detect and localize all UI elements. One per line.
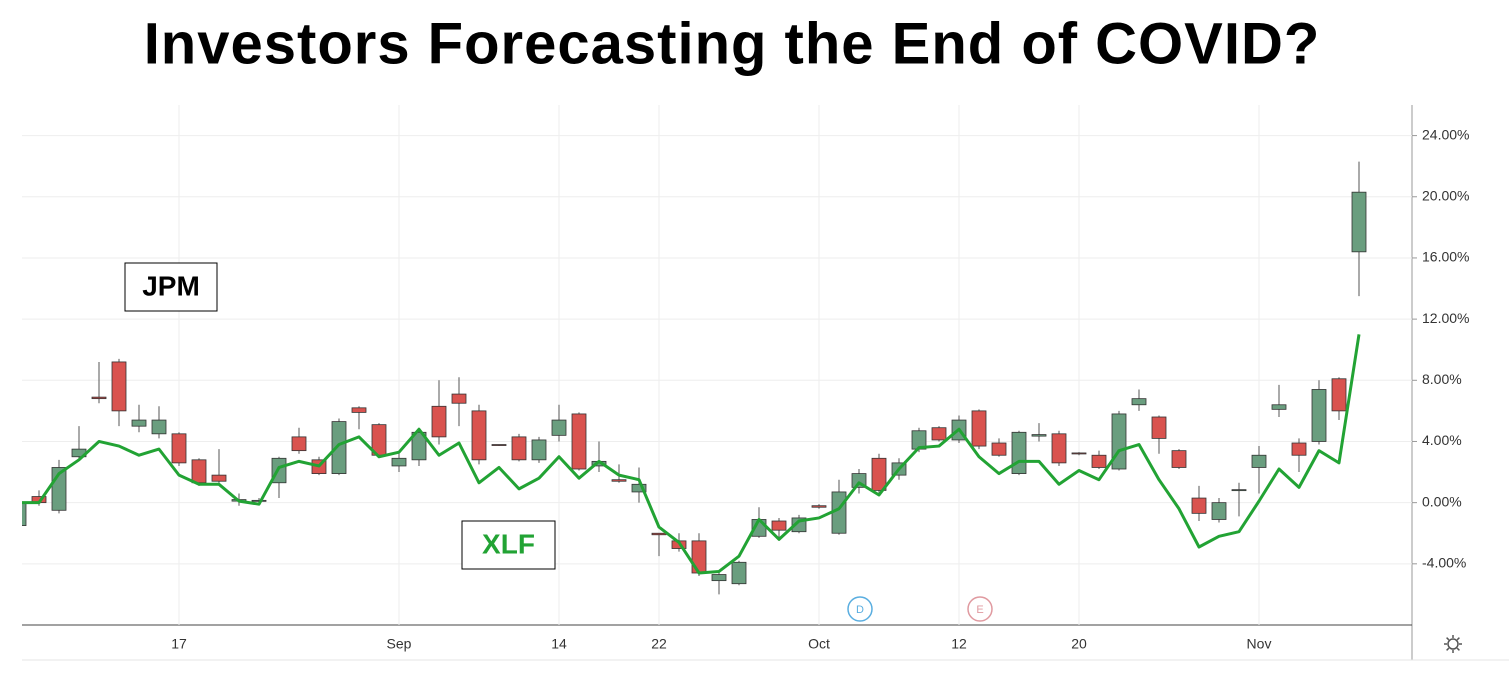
x-tick-label: 20 [1071,636,1087,652]
candle-body [511,436,527,461]
candle-body [1091,454,1107,468]
candle-body [1051,433,1067,464]
candle-body [1331,378,1347,412]
candle-body [731,561,747,585]
x-tick-label: Oct [808,636,830,652]
candle-body [491,444,507,446]
labels: -4.00% 0.00% 4.00% 8.00% 12.00% 16.00% 20.00% 2… [124,126,1469,652]
candle-body [1351,191,1367,253]
candle-body [1311,389,1327,442]
event-marker [847,596,873,622]
x-tick-label: 17 [171,636,187,652]
candle-body [351,407,367,413]
candle-body [411,431,427,461]
candle-body [471,410,487,461]
candle-body [111,361,127,412]
legend-box [461,520,556,570]
x-tick-label: Nov [1247,636,1272,652]
candle-body [1111,413,1127,470]
event-marker [967,596,993,622]
candle-body [151,419,167,435]
event-label: D [856,604,864,616]
legend-label: XLF [482,528,535,559]
chart-title: Investors Forecasting the End of COVID? [144,11,1321,76]
candle-body [91,396,107,400]
candle-body [1251,454,1267,468]
candle-body [22,502,27,526]
candle-body [711,574,727,582]
y-tick-label: 0.00% [1422,493,1462,509]
y-tick-label: -4.00% [1422,555,1466,571]
x-tick-label: 22 [651,636,667,652]
x-tick-label: 12 [951,636,967,652]
candle-body [211,474,227,482]
candle-body [771,520,787,531]
candle-body [571,413,587,470]
candle-body [551,419,567,436]
legend-box [124,262,218,312]
candle-body [131,419,147,427]
y-tick-label: 12.00% [1422,310,1469,326]
candle-body [1011,431,1027,474]
candle-body [1231,489,1247,492]
candle-body [391,457,407,467]
candle-body [1291,442,1307,456]
settings-icon[interactable] [1444,635,1462,653]
legend-label: JPM [142,270,200,301]
candle-body [931,427,947,441]
candle-body [971,410,987,447]
candle-body [191,459,207,484]
y-tick-label: 20.00% [1422,187,1469,203]
candle-body [291,436,307,452]
plot-area [22,161,1367,595]
y-tick-label: 8.00% [1422,371,1462,387]
y-tick-label: 4.00% [1422,432,1462,448]
candle-body [1191,497,1207,514]
candle-body [1071,452,1087,455]
candle-body [331,421,347,474]
candle-body [811,505,827,508]
y-tick-label: 16.00% [1422,249,1469,265]
x-tick-label: Sep [387,636,412,652]
grid [22,105,1417,625]
candle-body [871,457,887,491]
candle-body [431,405,447,438]
candle-body [651,532,667,536]
candle-body [1151,416,1167,439]
candle-body [611,479,627,482]
candle-body [1031,434,1047,437]
candle-body [531,439,547,461]
candle-body [631,483,647,493]
line-series [22,334,1361,575]
candle-body [171,433,187,464]
candle-body [1271,404,1287,410]
candle-body [451,393,467,404]
candle-body [1131,398,1147,406]
x-tick-label: 14 [551,636,567,652]
y-tick-label: 24.00% [1422,126,1469,142]
candle-body [1211,502,1227,520]
candle-body [991,442,1007,456]
candle-body [1171,450,1187,468]
event-label: E [976,604,983,616]
